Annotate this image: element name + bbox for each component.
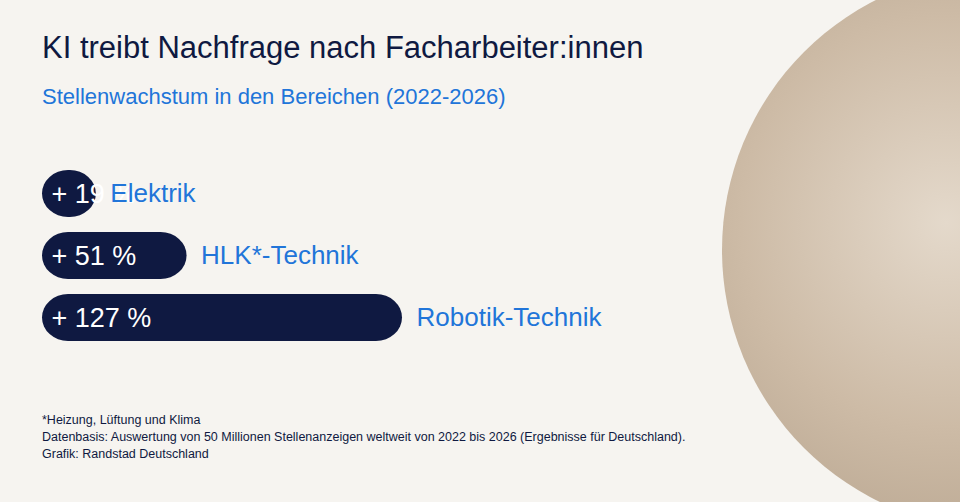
html-text:KI treibt Nachfrage nach Facha: KI treibt Nachfrage nach Facharbeiter:in…	[42, 30, 644, 65]
svg-text:+ 127 %: + 127 %	[52, 303, 152, 333]
svg-text:HLK*-Technik: HLK*-Technik	[201, 240, 360, 270]
svg-text:Elektrik: Elektrik	[110, 178, 196, 208]
svg-text:+ 51 %: + 51 %	[52, 241, 137, 271]
html-text:Stellenwachstum in den Bereich: Stellenwachstum in den Bereichen (2022-2…	[42, 84, 506, 109]
html-text:Grafik: Randstad Deutschland: Grafik: Randstad Deutschland	[42, 447, 209, 461]
svg-text:Robotik-Technik: Robotik-Technik	[417, 302, 603, 332]
html-text:*Heizung, Lüftung und Klima: *Heizung, Lüftung und Klima	[42, 413, 201, 427]
svg-text:+ 19 %: + 19 %	[51, 178, 137, 209]
html-text:Datenbasis: Auswertung von 50: Datenbasis: Auswertung von 50 Millionen …	[42, 430, 686, 444]
